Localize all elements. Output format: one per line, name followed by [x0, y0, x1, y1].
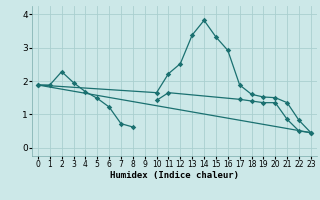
X-axis label: Humidex (Indice chaleur): Humidex (Indice chaleur) [110, 171, 239, 180]
